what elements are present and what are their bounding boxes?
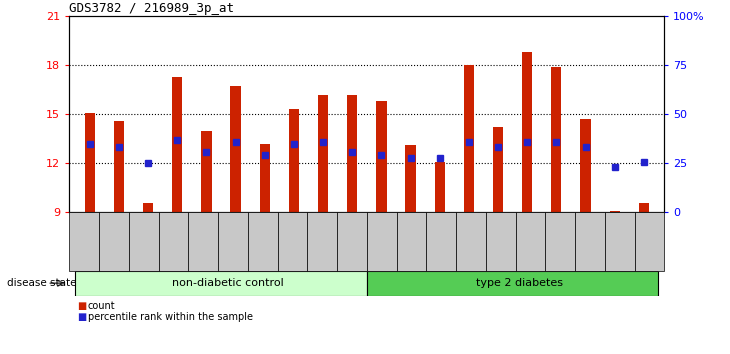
Bar xyxy=(201,131,212,212)
Bar xyxy=(318,95,328,212)
Text: GSM524163: GSM524163 xyxy=(435,218,445,265)
Bar xyxy=(639,202,649,212)
Text: GSM524170: GSM524170 xyxy=(639,218,648,265)
Bar xyxy=(85,113,95,212)
Text: non-diabetic control: non-diabetic control xyxy=(172,278,284,288)
Text: GSM524156: GSM524156 xyxy=(231,218,240,265)
Bar xyxy=(260,144,270,212)
Text: GSM524159: GSM524159 xyxy=(318,218,328,265)
Text: GSM524157: GSM524157 xyxy=(261,218,269,265)
Text: GSM524153: GSM524153 xyxy=(144,218,153,265)
Text: disease state: disease state xyxy=(7,278,77,288)
Bar xyxy=(610,211,620,212)
FancyBboxPatch shape xyxy=(367,271,658,296)
Bar xyxy=(522,52,532,212)
Text: GSM524154: GSM524154 xyxy=(173,218,182,265)
Text: GSM524158: GSM524158 xyxy=(289,218,299,265)
Text: GSM524164: GSM524164 xyxy=(464,218,473,265)
Text: GDS3782 / 216989_3p_at: GDS3782 / 216989_3p_at xyxy=(69,2,234,15)
Bar xyxy=(289,109,299,212)
Text: ■: ■ xyxy=(77,312,86,322)
Bar xyxy=(434,162,445,212)
Bar xyxy=(347,95,358,212)
Text: GSM524151: GSM524151 xyxy=(85,218,94,265)
Bar xyxy=(231,86,241,212)
Bar xyxy=(172,76,182,212)
Bar xyxy=(114,121,124,212)
Text: type 2 diabetes: type 2 diabetes xyxy=(477,278,564,288)
Bar xyxy=(405,145,415,212)
Text: GSM524162: GSM524162 xyxy=(406,218,415,265)
Text: GSM524168: GSM524168 xyxy=(581,218,590,265)
Bar xyxy=(143,202,153,212)
Text: GSM524155: GSM524155 xyxy=(202,218,211,265)
Text: GSM524161: GSM524161 xyxy=(377,218,386,265)
Text: percentile rank within the sample: percentile rank within the sample xyxy=(88,312,253,322)
FancyBboxPatch shape xyxy=(75,271,367,296)
Text: GSM524160: GSM524160 xyxy=(347,218,357,265)
Bar xyxy=(580,119,591,212)
Text: ■: ■ xyxy=(77,301,86,311)
Text: GSM524152: GSM524152 xyxy=(115,218,123,265)
Bar xyxy=(376,101,386,212)
Bar xyxy=(551,67,561,212)
Text: count: count xyxy=(88,301,115,311)
Text: GSM524169: GSM524169 xyxy=(610,218,619,265)
Bar xyxy=(464,65,474,212)
Text: GSM524165: GSM524165 xyxy=(493,218,502,265)
Text: GSM524166: GSM524166 xyxy=(523,218,531,265)
Text: GSM524167: GSM524167 xyxy=(552,218,561,265)
Bar xyxy=(493,127,503,212)
